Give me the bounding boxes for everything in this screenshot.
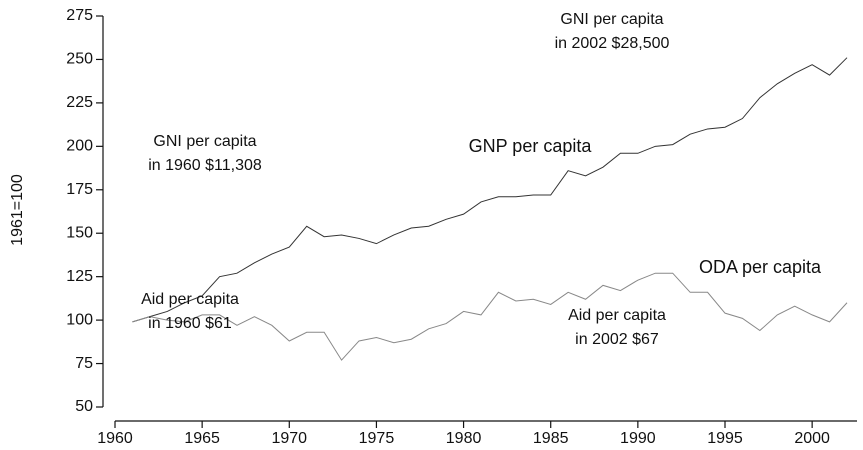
x-tick-label: 2000 [794, 430, 830, 447]
y-tick-label: 225 [66, 94, 93, 111]
series-line [132, 272, 848, 361]
series-line [132, 57, 848, 323]
annotation: GNI per capita [560, 11, 663, 28]
annotation: in 2002 $28,500 [555, 35, 670, 52]
y-tick-label: 125 [66, 268, 93, 285]
series-label: GNP per capita [469, 136, 593, 156]
x-tick-label: 1990 [620, 430, 656, 447]
annotation: Aid per capita [568, 307, 666, 324]
annotation: GNI per capita [153, 133, 256, 150]
y-tick-label: 75 [75, 355, 93, 372]
x-tick-label: 1970 [271, 430, 307, 447]
x-tick-label: 1995 [707, 430, 743, 447]
x-tick-label: 1985 [533, 430, 569, 447]
y-tick-label: 250 [66, 51, 93, 68]
annotation: in 2002 $67 [575, 331, 659, 348]
annotation: in 1960 $61 [148, 315, 232, 332]
series-label: ODA per capita [699, 257, 822, 277]
y-axis-label: 1961=100 [9, 174, 26, 246]
x-tick-label: 1980 [446, 430, 482, 447]
y-tick-label: 175 [66, 181, 93, 198]
y-tick-label: 50 [75, 398, 93, 415]
x-tick-label: 1965 [184, 430, 220, 447]
annotation: in 1960 $11,308 [148, 157, 262, 174]
y-tick-label: 200 [66, 138, 93, 155]
x-tick-label: 1975 [359, 430, 395, 447]
y-tick-label: 150 [66, 224, 93, 241]
y-tick-label: 275 [66, 7, 93, 24]
annotation: Aid per capita [141, 291, 239, 308]
y-tick-label: 100 [66, 311, 93, 328]
x-tick-label: 1960 [97, 430, 133, 447]
